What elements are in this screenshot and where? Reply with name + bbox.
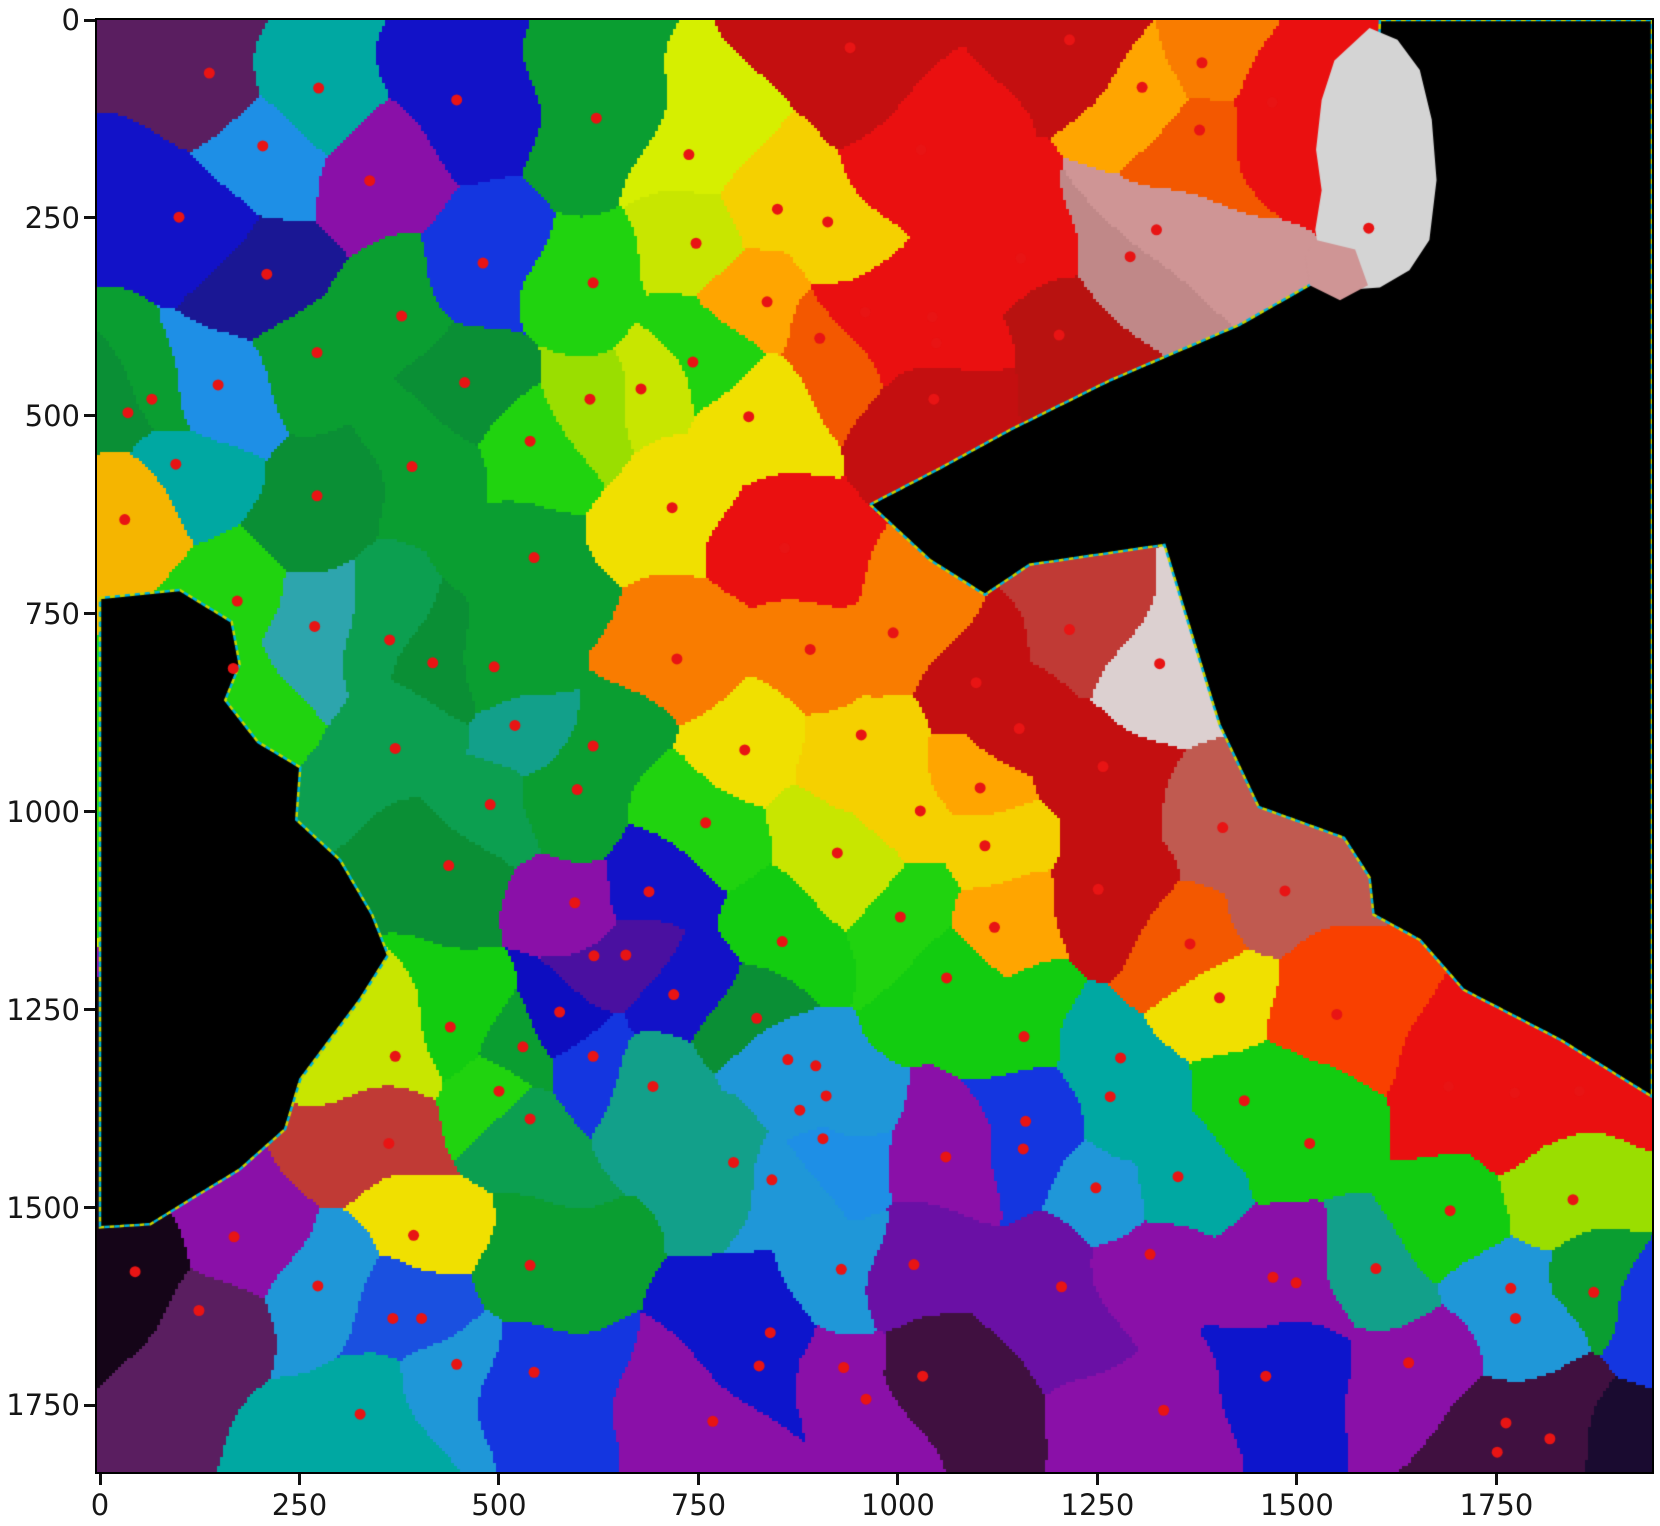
plot-frame <box>95 18 1654 1474</box>
x-axis-tick <box>497 1474 501 1485</box>
x-tick-label: 500 <box>471 1488 527 1522</box>
x-axis-tick <box>1095 1474 1099 1485</box>
y-tick-label: 1750 <box>6 1388 80 1423</box>
y-tick-label: 250 <box>24 200 80 235</box>
y-tick-label: 750 <box>24 596 80 631</box>
x-tick-label: 1000 <box>861 1488 935 1522</box>
y-tick-label: 500 <box>24 398 80 433</box>
x-tick-label: 0 <box>90 1488 110 1522</box>
x-axis-tick <box>1494 1474 1498 1485</box>
x-axis-tick <box>696 1474 700 1485</box>
y-axis-tick <box>84 216 95 220</box>
y-tick-label: 0 <box>61 3 80 37</box>
x-tick-label: 1250 <box>1060 1488 1135 1522</box>
x-tick-label: 1500 <box>1260 1488 1334 1522</box>
y-axis-tick <box>84 1008 95 1012</box>
x-axis-tick <box>1295 1474 1299 1485</box>
x-tick-label: 250 <box>271 1488 328 1522</box>
y-axis-tick <box>84 1403 95 1407</box>
y-axis-tick <box>84 18 95 22</box>
y-axis-tick <box>84 1206 95 1210</box>
y-axis-tick <box>84 612 95 616</box>
x-axis-tick <box>98 1474 102 1485</box>
y-tick-label: 1500 <box>6 1190 80 1225</box>
y-tick-label: 1000 <box>6 794 80 829</box>
y-axis-tick <box>84 414 95 418</box>
x-tick-label: 1750 <box>1459 1488 1534 1522</box>
x-tick-label: 750 <box>670 1488 727 1522</box>
y-tick-label: 1250 <box>6 992 80 1027</box>
x-axis-tick <box>297 1474 301 1485</box>
region-map-image <box>97 20 1652 1472</box>
x-axis-tick <box>896 1474 900 1485</box>
y-axis-tick <box>84 810 95 814</box>
